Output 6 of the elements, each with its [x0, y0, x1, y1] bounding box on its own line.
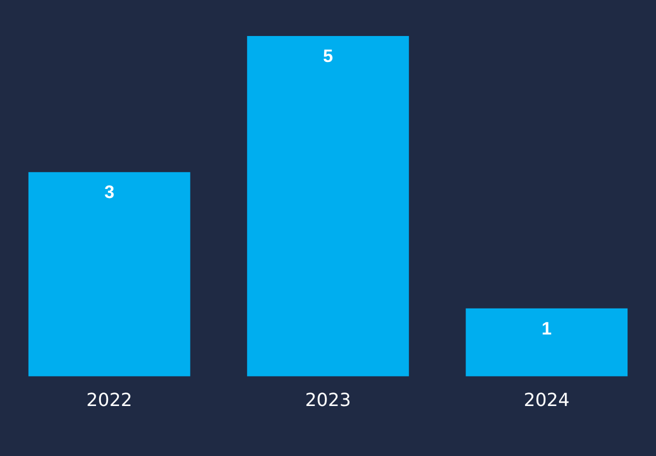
- x-tick-label: 2024: [524, 390, 570, 411]
- x-tick-label: 2023: [305, 390, 351, 411]
- x-tick-label: 2022: [86, 390, 132, 411]
- data-label: 1: [542, 318, 552, 338]
- data-label: 5: [322, 46, 334, 66]
- data-label: 3: [104, 182, 114, 202]
